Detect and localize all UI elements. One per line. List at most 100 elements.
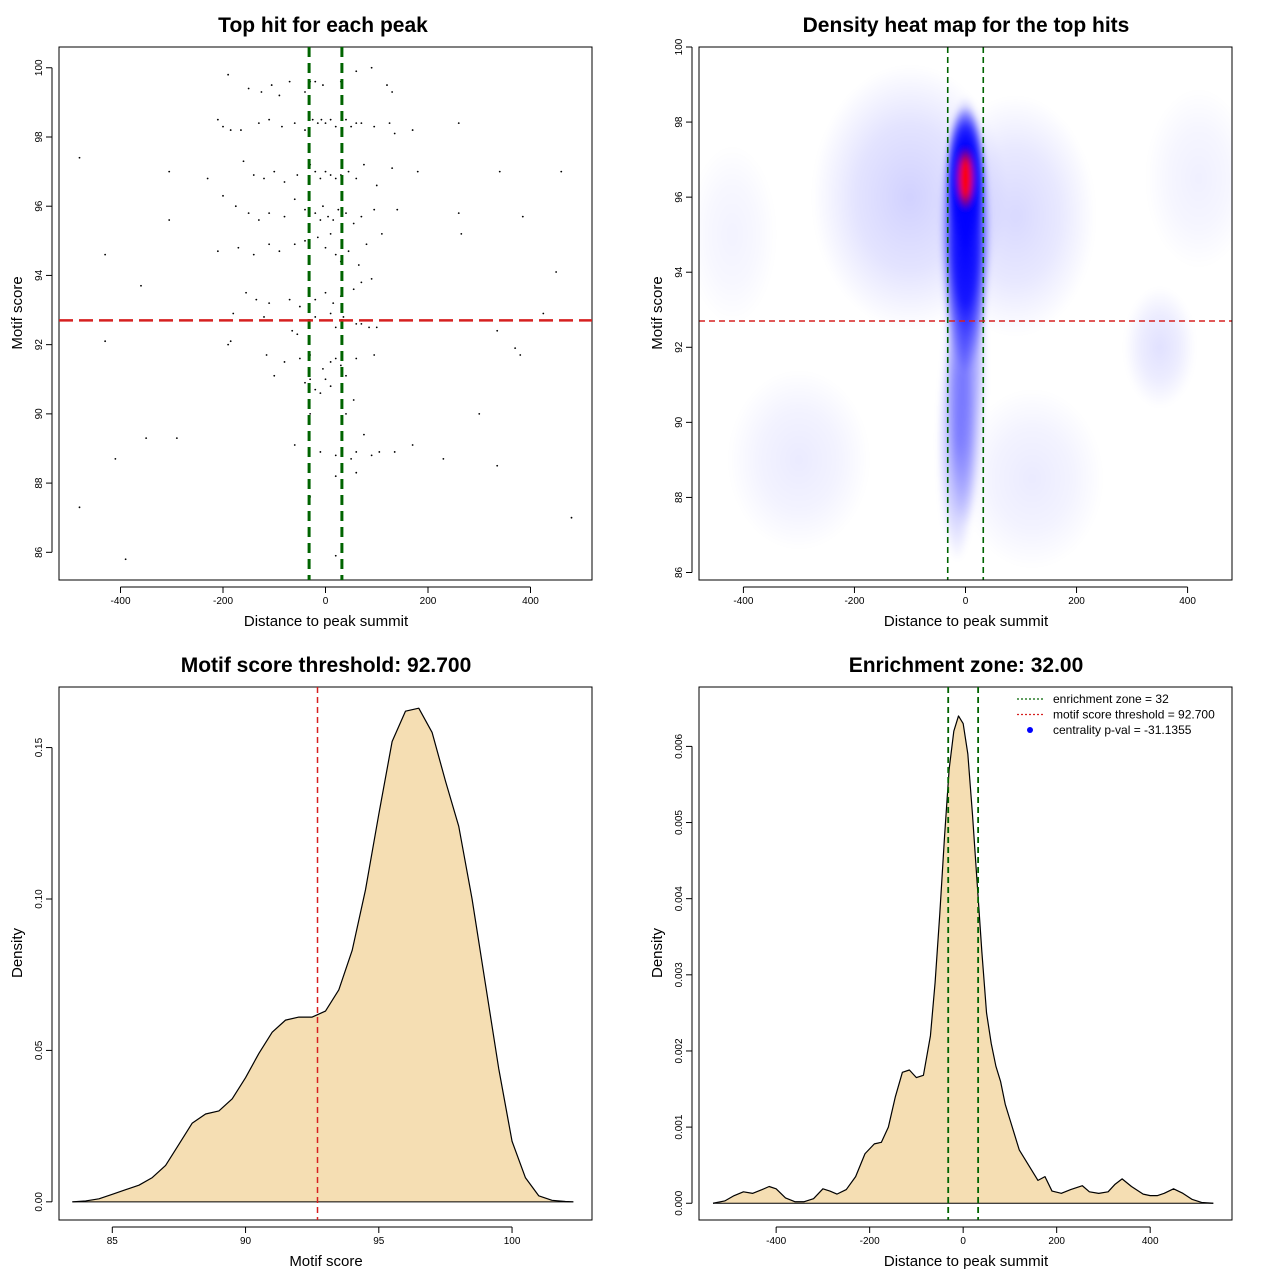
distance-density-curve [712, 715, 1214, 1204]
distance-density-x-tick-label: -200 [860, 1236, 880, 1247]
scatter-point [319, 392, 322, 395]
scatter-point [391, 91, 394, 93]
scatter-point [329, 174, 332, 176]
scatter-point [373, 125, 376, 128]
score-density-curve [72, 707, 574, 1203]
scatter-point [411, 444, 414, 446]
distance-density-y-axis: 0.000 0.001 0.002 0.003 0.004 0.005 0.006 [674, 733, 693, 1216]
scatter-point [216, 118, 219, 121]
scatter-point [240, 129, 242, 131]
scatter-point [386, 84, 388, 86]
scatter-point [265, 354, 268, 356]
scatter-point [496, 329, 499, 332]
scatter-point [314, 80, 317, 83]
scatter-point [391, 167, 394, 170]
scatter-point [206, 177, 209, 180]
scatter-point [273, 374, 276, 377]
scatter-point [357, 264, 360, 266]
scatter-point [334, 357, 337, 360]
heatmap-density-blob [727, 369, 871, 550]
scatter-point [288, 80, 291, 83]
scatter-point [247, 212, 250, 215]
scatter-point [393, 132, 396, 135]
distance-density-x-tick-label: -400 [766, 1236, 786, 1247]
scatter-point [416, 170, 419, 173]
scatter-point [273, 170, 276, 173]
scatter-point [519, 354, 522, 356]
scatter-point [368, 326, 370, 329]
heatmap-y-tick-label: 100 [674, 38, 685, 55]
scatter-point [140, 284, 142, 287]
score-density-x-axis: 85 90 95 100 [107, 1226, 521, 1247]
scatter-point [319, 451, 322, 453]
distance-density-x-tick-label: 200 [1048, 1236, 1065, 1247]
scatter-point [311, 118, 314, 121]
legend-swatch-dot [1027, 727, 1033, 733]
scatter-point [360, 322, 363, 325]
scatter-point [355, 322, 358, 325]
scatter-point [291, 329, 294, 332]
scatter-point [293, 444, 296, 446]
distance-density-fill [713, 715, 1214, 1204]
score-density-x-tick-label: 95 [373, 1236, 385, 1247]
distance-density-x-tick-label: 400 [1142, 1236, 1159, 1247]
scatter-point [388, 122, 391, 125]
scatter-point [281, 125, 283, 128]
scatter-point [316, 122, 319, 125]
score-density-y-tick-label: 0.05 [34, 1040, 45, 1060]
scatter-point [232, 312, 235, 315]
scatter-point [314, 388, 317, 391]
heatmap-density-blob [1145, 88, 1232, 269]
scatter-point [145, 437, 148, 439]
scatter-point [227, 73, 230, 76]
scatter-point [514, 347, 517, 350]
scatter-point [304, 208, 306, 211]
heatmap-x-tick-label: 0 [963, 596, 969, 607]
scatter-point [560, 170, 563, 173]
scatter-plot-box [58, 46, 593, 581]
scatter-point [324, 246, 327, 249]
score-density-y-tick-label: 0.00 [34, 1192, 45, 1212]
scatter-point [345, 374, 347, 377]
distance-density-y-tick-label: 0.006 [674, 733, 685, 758]
heatmap-x-label: Distance to peak summit [884, 613, 1049, 630]
scatter-x-tick-label: 200 [420, 596, 437, 607]
scatter-point [257, 122, 260, 125]
distance-density-x-label: Distance to peak summit [884, 1253, 1049, 1270]
heatmap-x-axis: -400 -200 0 200 400 [733, 586, 1196, 607]
heatmap-x-tick-label: 200 [1068, 596, 1085, 607]
scatter-x-tick-label: 0 [323, 596, 329, 607]
scatter-point [380, 232, 383, 235]
heatmap-y-tick-label: 94 [674, 266, 685, 278]
scatter-point [304, 239, 306, 242]
panel-scatter: Top hit for each peak -400 -200 0 200 400 86… [9, 14, 593, 630]
scatter-point [304, 129, 306, 131]
distance-density-y-tick-label: 0.002 [674, 1038, 685, 1063]
scatter-y-label: Motif score [9, 276, 26, 349]
scatter-point [245, 291, 247, 294]
distance-density-y-tick-label: 0.003 [674, 962, 685, 987]
distance-density-y-tick-label: 0.001 [674, 1114, 685, 1139]
scatter-point [283, 181, 286, 183]
scatter-title: Top hit for each peak [218, 14, 428, 37]
scatter-point [373, 354, 376, 356]
scatter-point [260, 91, 263, 93]
panel-score-density: Motif score threshold: 92.700 85 90 95 100 … [9, 654, 593, 1270]
scatter-point [237, 246, 240, 249]
scatter-point [268, 302, 271, 305]
scatter-y-tick-label: 96 [34, 200, 45, 212]
scatter-point [270, 84, 273, 86]
scatter-point [324, 291, 327, 294]
heatmap-x-tick-label: 400 [1179, 596, 1196, 607]
scatter-point [227, 343, 230, 346]
score-density-title: Motif score threshold: 92.700 [181, 654, 472, 677]
distance-density-legend: enrichment zone = 32 motif score threshol… [1017, 692, 1215, 737]
heatmap-density-blob [961, 388, 1104, 569]
scatter-point [78, 506, 81, 509]
scatter-point [570, 516, 573, 519]
scatter-point [360, 281, 363, 284]
scatter-point [442, 457, 445, 460]
scatter-point [555, 271, 558, 273]
panel-distance-density: Enrichment zone: 32.00 -400 -200 0 200 400 0… [649, 654, 1233, 1270]
scatter-point [283, 215, 286, 218]
